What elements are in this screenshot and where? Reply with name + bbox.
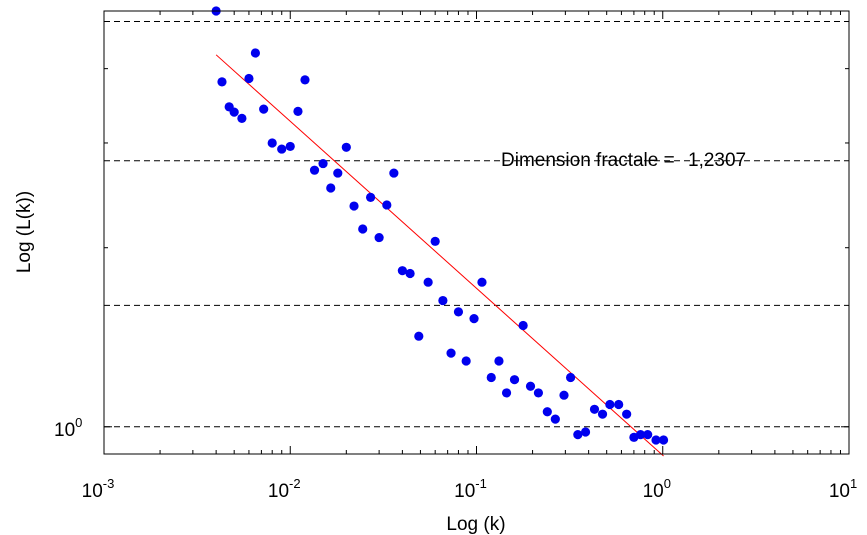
- x-tick-label-3: 100: [643, 476, 671, 502]
- data-point: [486, 372, 496, 383]
- data-point: [318, 158, 328, 169]
- data-point: [477, 277, 487, 287]
- data-point: [453, 307, 464, 317]
- x-tick-label-0: 10-3: [82, 476, 115, 502]
- x-tick-label-4: 101: [829, 476, 857, 502]
- data-point: [349, 201, 359, 211]
- data-point: [285, 141, 295, 152]
- data-point: [446, 348, 456, 358]
- data-point: [469, 314, 479, 324]
- data-point: [580, 427, 591, 437]
- data-point: [397, 266, 407, 276]
- fractal-dimension-annotation: Dimension fractale = 1,2307: [501, 150, 746, 171]
- data-point: [597, 409, 608, 419]
- data-point: [293, 106, 303, 116]
- annotation-label: Dimension fractale =: [501, 150, 675, 171]
- data-point: [358, 224, 368, 234]
- fit-line: [215, 54, 664, 457]
- data-point: [461, 356, 471, 366]
- x-axis-label: Log (k): [446, 514, 505, 535]
- plot-background: [104, 11, 849, 454]
- data-point: [244, 73, 254, 84]
- data-point: [309, 165, 320, 175]
- data-point: [341, 142, 351, 152]
- data-point: [635, 430, 646, 440]
- data-point: [614, 399, 624, 410]
- data-points: [211, 6, 669, 445]
- data-point: [533, 388, 544, 398]
- data-point: [438, 295, 448, 306]
- data-point: [651, 435, 661, 445]
- annotation-value: 1,2307: [688, 150, 746, 171]
- data-point: [423, 277, 433, 287]
- data-point: [267, 138, 277, 148]
- data-point: [229, 107, 239, 117]
- data-point: [605, 399, 615, 410]
- data-point: [559, 390, 569, 400]
- data-point: [277, 144, 287, 154]
- data-point: [658, 435, 669, 445]
- data-point: [237, 113, 247, 123]
- data-point: [494, 356, 504, 366]
- data-point: [430, 236, 440, 246]
- grid-lines: [104, 21, 849, 428]
- data-point: [333, 168, 343, 178]
- data-point: [414, 331, 424, 341]
- data-point: [643, 430, 653, 440]
- tick-labels: 10-3 10-2 10-1 100 101 100: [54, 415, 857, 502]
- data-point: [365, 192, 376, 203]
- data-point: [326, 183, 336, 193]
- fit-line-layer: [215, 54, 664, 457]
- data-point: [382, 200, 392, 210]
- data-point: [300, 75, 310, 85]
- data-point: [573, 430, 583, 440]
- data-point: [518, 320, 528, 331]
- data-point: [509, 375, 520, 385]
- y-tick-label-0: 100: [54, 415, 82, 441]
- data-point: [217, 77, 227, 87]
- data-point: [250, 48, 261, 58]
- y-axis-label: Log (L(k)): [14, 191, 35, 273]
- data-point: [501, 388, 512, 398]
- data-point: [589, 404, 600, 414]
- data-point: [525, 381, 536, 391]
- x-tick-label-2: 10-1: [454, 476, 487, 502]
- x-tick-label-1: 10-2: [268, 476, 301, 502]
- data-point: [405, 268, 415, 279]
- data-point: [550, 414, 560, 424]
- data-point: [374, 232, 384, 243]
- data-point: [259, 104, 269, 114]
- data-point: [565, 372, 576, 383]
- data-point: [389, 168, 399, 178]
- data-point: [542, 407, 552, 417]
- data-point: [622, 409, 632, 419]
- plot-frame: [103, 10, 850, 455]
